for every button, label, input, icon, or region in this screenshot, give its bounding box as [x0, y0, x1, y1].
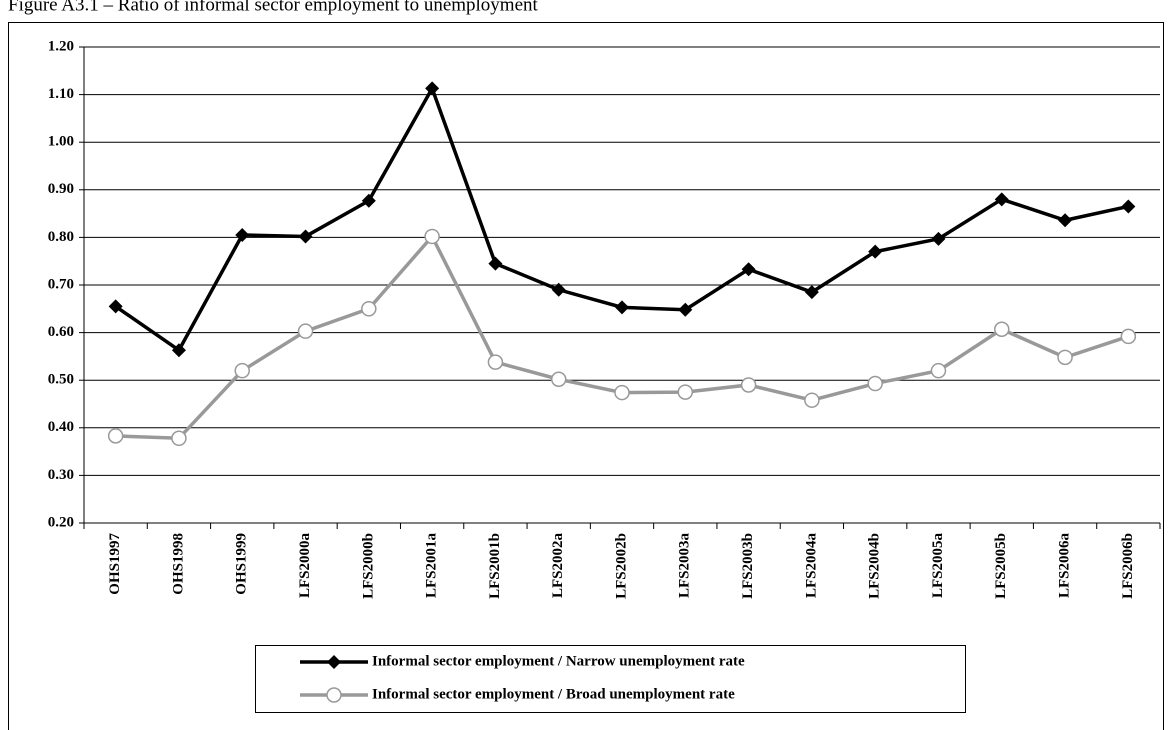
marker — [1057, 349, 1073, 366]
y-tick-label: 0.50 — [48, 372, 74, 388]
x-tick-label: LFS2002b — [613, 533, 629, 599]
marker — [741, 262, 756, 277]
marker — [804, 392, 820, 408]
marker — [678, 302, 693, 317]
x-tick-label: LFS2006b — [1120, 533, 1136, 599]
x-tick-label: OHS1998 — [170, 533, 186, 595]
y-tick-label: 1.00 — [48, 134, 74, 150]
series-line — [115, 233, 1129, 441]
y-tick-label: 0.60 — [48, 324, 74, 340]
marker — [326, 687, 342, 703]
x-tick-label: LFS2001b — [487, 533, 503, 599]
marker — [298, 229, 313, 244]
marker — [488, 256, 503, 271]
marker — [994, 321, 1010, 338]
marker — [740, 377, 757, 393]
marker — [171, 430, 187, 447]
y-tick-label: 0.90 — [48, 181, 74, 197]
x-tick-label: LFS2003b — [740, 533, 756, 599]
marker — [550, 371, 567, 387]
x-tick-label: LFS2000b — [360, 533, 376, 599]
marker — [361, 301, 377, 317]
marker — [327, 655, 341, 669]
chart-title: Figure A3.1 – Ratio of informal sector e… — [8, 0, 539, 15]
x-tick-label: OHS1999 — [234, 533, 250, 595]
legend-label: Informal sector employment / Broad unemp… — [372, 686, 735, 702]
marker — [867, 375, 883, 392]
marker — [1058, 213, 1073, 228]
marker — [424, 228, 440, 245]
marker — [1120, 328, 1137, 345]
y-tick-label: 1.10 — [48, 86, 74, 102]
x-tick-label: LFS2002a — [550, 533, 566, 599]
marker — [107, 428, 124, 444]
chart-frame — [8, 22, 1164, 730]
marker — [868, 244, 883, 259]
y-tick-label: 0.20 — [48, 514, 74, 530]
marker — [487, 354, 504, 370]
marker — [614, 384, 630, 401]
x-tick-label: OHS1997 — [107, 533, 123, 595]
marker — [677, 384, 694, 400]
y-tick-label: 0.30 — [48, 467, 74, 483]
marker — [297, 323, 314, 339]
marker — [425, 81, 440, 96]
y-tick-label: 0.80 — [48, 229, 74, 245]
x-tick-label: LFS2000a — [297, 533, 313, 599]
marker — [234, 362, 250, 379]
marker — [615, 300, 629, 315]
y-tick-label: 0.40 — [48, 419, 74, 435]
y-tick-label: 0.70 — [48, 276, 74, 292]
marker — [994, 192, 1009, 207]
x-tick-label: LFS2005a — [930, 533, 946, 599]
marker — [1121, 199, 1136, 214]
marker — [108, 299, 123, 314]
marker — [171, 343, 186, 358]
x-tick-label: LFS2004a — [803, 533, 819, 599]
x-tick-label: LFS2001a — [424, 533, 440, 599]
legend-label: Informal sector employment / Narrow unem… — [372, 653, 745, 669]
y-tick-label: 1.20 — [48, 38, 74, 54]
x-tick-label: LFS2004b — [867, 533, 883, 599]
x-tick-label: LFS2006a — [1056, 533, 1072, 599]
marker — [551, 282, 566, 297]
marker — [931, 231, 946, 246]
marker — [361, 193, 376, 208]
x-tick-label: LFS2003a — [677, 533, 693, 599]
marker — [804, 285, 819, 300]
marker — [235, 228, 250, 243]
marker — [930, 362, 947, 379]
x-tick-label: LFS2005b — [993, 533, 1009, 599]
legend-box — [255, 645, 966, 713]
